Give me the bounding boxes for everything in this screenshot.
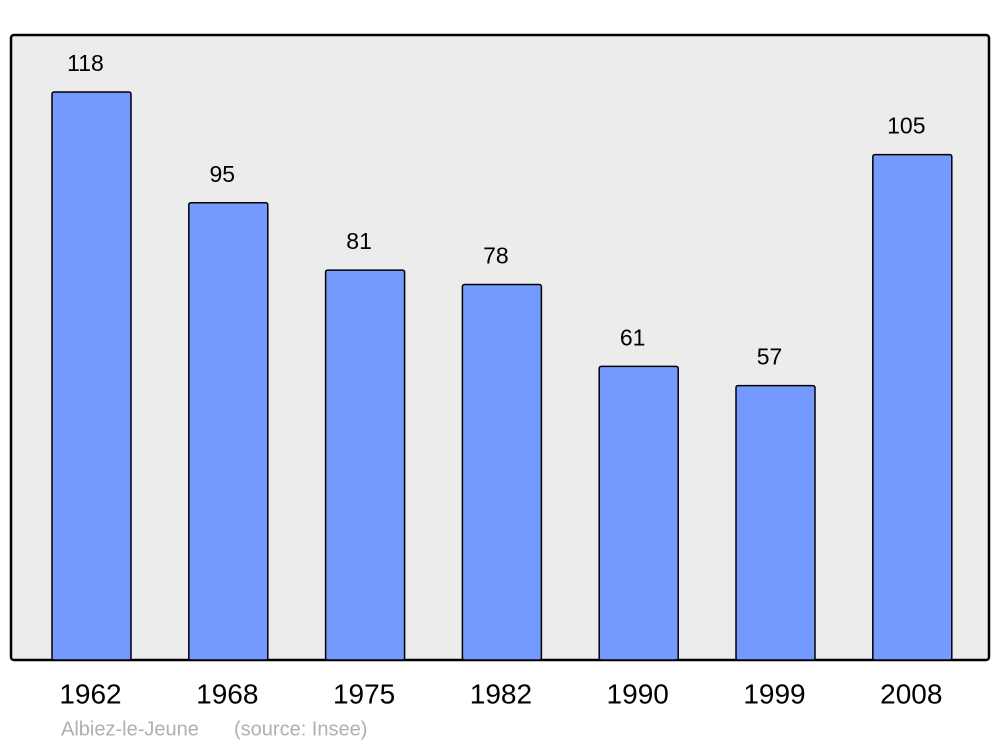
bar <box>872 153 953 661</box>
bar <box>51 91 132 661</box>
value-label: 57 <box>757 344 783 370</box>
x-tick-label: 1982 <box>470 678 532 709</box>
value-label: 78 <box>483 243 509 269</box>
value-label: 61 <box>620 324 646 350</box>
bar <box>461 283 543 661</box>
bar <box>324 269 406 661</box>
bar <box>735 384 816 661</box>
footer-place: Albiez-le-Jeune <box>61 718 199 740</box>
x-tick-label: 1990 <box>607 678 669 709</box>
x-tick-label: 1962 <box>59 678 121 709</box>
footer-source: (source: Insee) <box>234 718 367 740</box>
value-label: 105 <box>887 113 925 139</box>
value-label: 118 <box>67 50 104 76</box>
x-tick-label: 1999 <box>743 678 805 709</box>
x-tick-label: 2008 <box>880 678 942 709</box>
value-label: 95 <box>210 161 236 187</box>
value-label: 81 <box>346 228 372 254</box>
bar <box>188 201 269 661</box>
x-tick-label: 1968 <box>196 678 258 709</box>
x-tick-label: 1975 <box>333 678 395 709</box>
bar <box>598 365 679 661</box>
